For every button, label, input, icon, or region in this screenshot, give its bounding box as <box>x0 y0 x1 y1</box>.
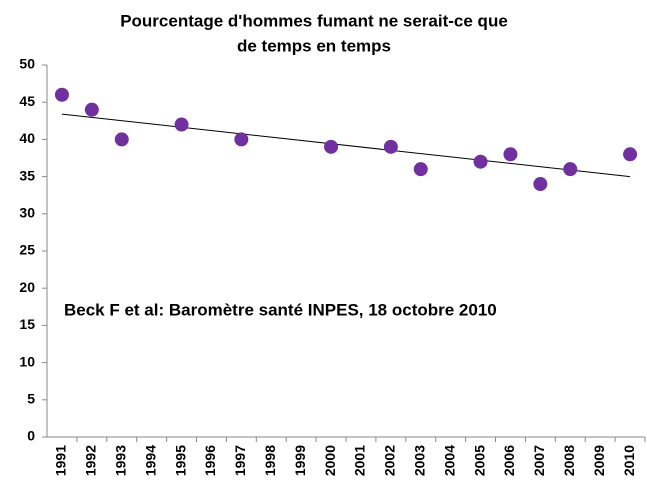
x-tick-label: 2006 <box>501 445 517 476</box>
x-tick-label: 1996 <box>202 445 218 476</box>
x-tick-label: 2004 <box>441 445 457 476</box>
y-tick-label: 40 <box>19 130 35 146</box>
x-tick-label: 1991 <box>53 445 69 476</box>
point <box>563 162 578 177</box>
x-tick-label: 1999 <box>292 445 308 476</box>
point <box>383 139 398 154</box>
y-tick-label: 0 <box>27 428 35 444</box>
y-tick-label: 25 <box>19 242 35 258</box>
point <box>54 87 69 102</box>
x-tick-label: 2003 <box>411 445 427 476</box>
x-tick-label: 2007 <box>531 445 547 476</box>
point <box>114 132 129 147</box>
y-tick-label: 5 <box>27 391 35 407</box>
x-tick-label: 2008 <box>561 445 577 476</box>
point <box>503 147 518 162</box>
annotation: Beck F et al: Baromètre santé INPES, 18 … <box>64 300 497 319</box>
x-tick-label: 2001 <box>352 445 368 476</box>
point <box>533 177 548 192</box>
point <box>473 154 488 169</box>
x-tick-label: 2002 <box>382 445 398 476</box>
point <box>324 139 339 154</box>
y-tick-label: 10 <box>19 353 35 369</box>
point <box>234 132 249 147</box>
x-tick-label: 1995 <box>172 445 188 476</box>
chart-title: Pourcentage d'hommes fumant ne serait-ce… <box>120 11 508 30</box>
point <box>413 162 428 177</box>
x-tick-label: 1992 <box>83 445 99 476</box>
x-tick-label: 1997 <box>232 445 248 476</box>
chart-title: de temps en temps <box>237 36 391 55</box>
point <box>84 102 99 117</box>
x-tick-label: 2009 <box>591 445 607 476</box>
y-tick-label: 50 <box>19 56 35 72</box>
x-tick-label: 1998 <box>262 445 278 476</box>
y-tick-label: 45 <box>19 93 35 109</box>
point <box>623 147 638 162</box>
y-tick-label: 20 <box>19 279 35 295</box>
y-tick-label: 15 <box>19 316 35 332</box>
x-tick-label: 1994 <box>142 445 158 476</box>
x-tick-label: 2000 <box>322 445 338 476</box>
y-tick-label: 35 <box>19 167 35 183</box>
point <box>174 117 189 132</box>
x-tick-label: 2005 <box>471 445 487 476</box>
x-tick-label: 1993 <box>112 445 128 476</box>
x-tick-label: 2010 <box>621 445 637 476</box>
y-tick-label: 30 <box>19 205 35 221</box>
trendline <box>61 113 631 178</box>
